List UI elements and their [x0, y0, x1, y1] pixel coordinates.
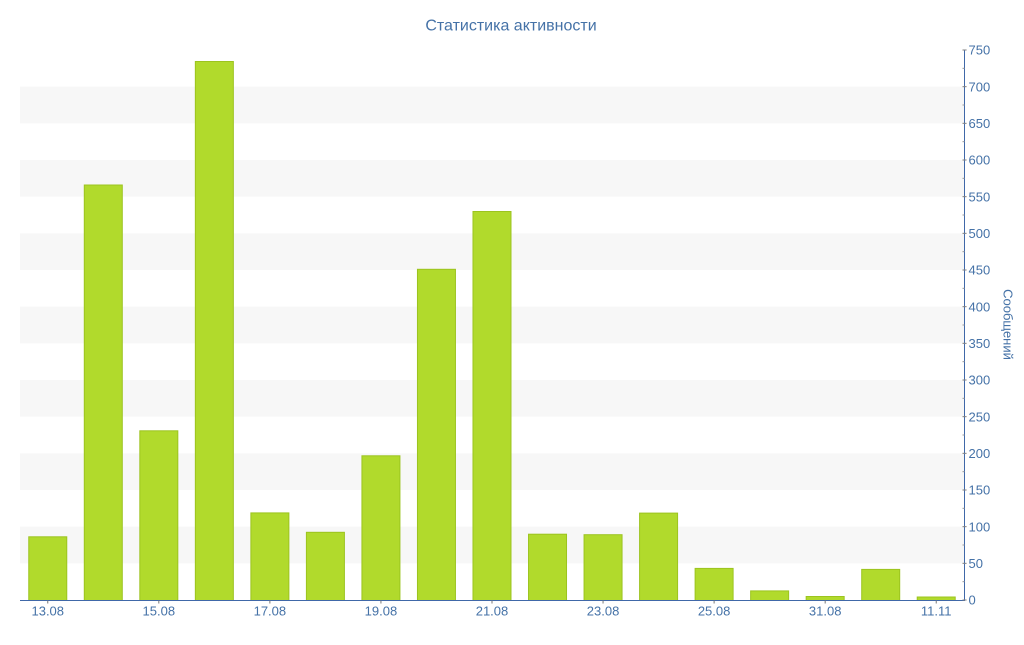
- svg-text:21.08: 21.08: [476, 603, 509, 618]
- svg-text:550: 550: [969, 189, 991, 204]
- svg-text:400: 400: [969, 299, 991, 314]
- svg-text:Статистика активности: Статистика активности: [425, 18, 596, 35]
- svg-text:200: 200: [969, 446, 991, 461]
- svg-text:500: 500: [969, 226, 991, 241]
- svg-text:25.08: 25.08: [698, 603, 731, 618]
- svg-text:11.11: 11.11: [921, 603, 952, 618]
- svg-text:13.08: 13.08: [31, 603, 64, 618]
- svg-text:250: 250: [969, 409, 991, 424]
- svg-text:0: 0: [969, 593, 976, 608]
- svg-text:150: 150: [969, 483, 991, 498]
- svg-text:300: 300: [969, 373, 991, 388]
- svg-text:50: 50: [969, 556, 983, 571]
- svg-text:600: 600: [969, 153, 991, 168]
- svg-text:450: 450: [969, 263, 991, 278]
- svg-text:750: 750: [969, 43, 991, 58]
- svg-text:17.08: 17.08: [254, 603, 287, 618]
- svg-text:100: 100: [969, 519, 991, 534]
- svg-text:700: 700: [969, 79, 991, 94]
- svg-text:350: 350: [969, 336, 991, 351]
- svg-text:650: 650: [969, 116, 991, 131]
- svg-text:31.08: 31.08: [809, 603, 842, 618]
- svg-text:Сообщений: Сообщений: [1001, 289, 1016, 360]
- svg-text:23.08: 23.08: [587, 603, 620, 618]
- svg-text:15.08: 15.08: [143, 603, 176, 618]
- svg-text:19.08: 19.08: [365, 603, 398, 618]
